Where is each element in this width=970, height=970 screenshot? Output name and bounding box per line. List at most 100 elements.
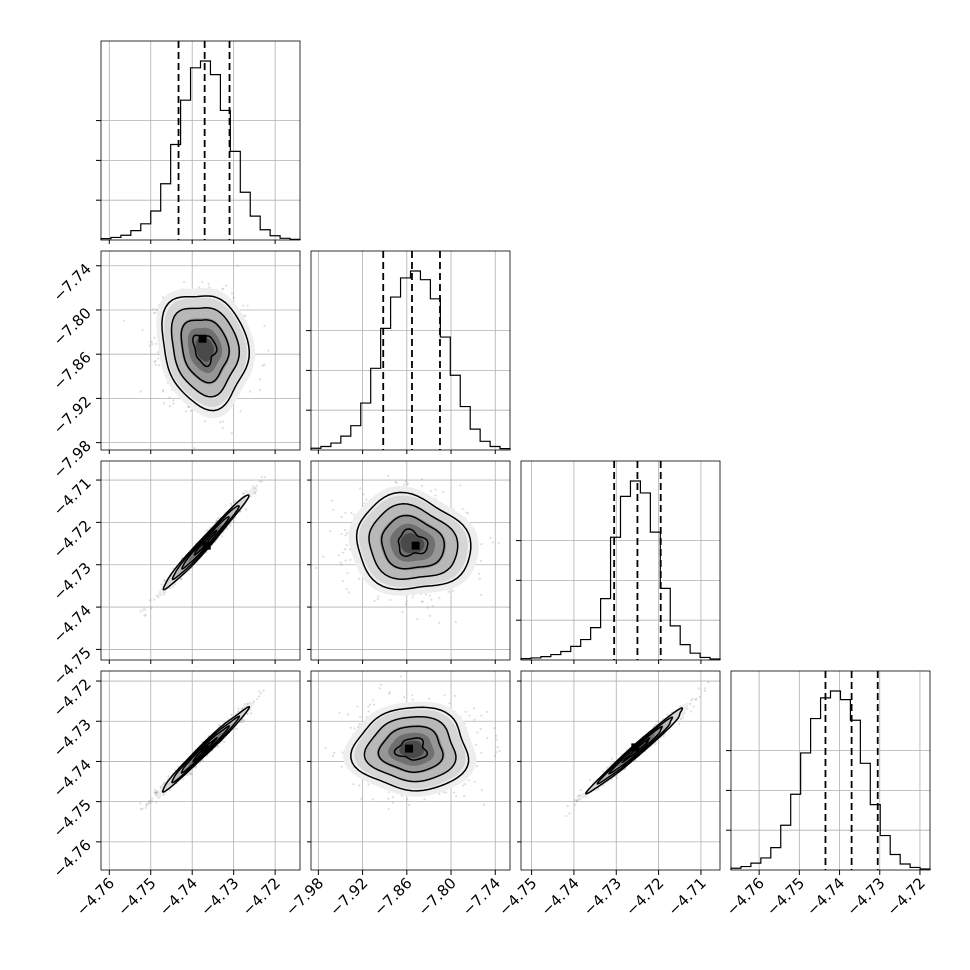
- x-tick-label: −4.76: [723, 874, 768, 919]
- x-tick-label: −4.74: [538, 874, 583, 919]
- pair-panel-1-2: [310, 460, 511, 661]
- x-tick-label: −4.75: [763, 874, 808, 919]
- contour-lines: [585, 707, 684, 795]
- contour-level: [596, 716, 674, 785]
- contour-lines: [162, 494, 250, 591]
- contour-level: [397, 528, 429, 557]
- pair-frame: [100, 460, 301, 661]
- density-peak: [411, 541, 420, 550]
- contour-level: [171, 505, 240, 581]
- pair-panel-1-3: [310, 670, 511, 871]
- x-tick-label: −4.72: [239, 874, 284, 919]
- contour-level: [161, 705, 251, 793]
- x-tick-label: −4.74: [803, 874, 848, 919]
- y-tick-label: −7.86: [50, 348, 95, 393]
- x-axis-1: −7.98−7.92−7.86−7.80−7.74: [282, 870, 504, 919]
- contour-level: [368, 503, 459, 580]
- contour-level: [393, 737, 429, 761]
- y-tick-label: −4.76: [50, 836, 95, 881]
- contour-level: [193, 529, 218, 556]
- y-tick-label: −4.71: [50, 474, 95, 519]
- histogram-step-0: [100, 60, 301, 240]
- x-tick-label: −7.86: [370, 874, 415, 919]
- y-tick-label: −7.92: [50, 393, 95, 438]
- y-tick-label: −4.75: [50, 796, 95, 841]
- x-tick-label: −4.73: [197, 874, 242, 919]
- hist-frame: [100, 40, 301, 241]
- y-axis-3: −4.76−4.75−4.74−4.73−4.72: [50, 675, 101, 881]
- x-tick-label: −4.73: [580, 874, 625, 919]
- contour-level: [192, 736, 218, 763]
- pair-frame: [100, 250, 301, 451]
- x-tick-label: −4.75: [114, 874, 159, 919]
- x-tick-label: −4.72: [622, 874, 667, 919]
- y-axis-1: −7.98−7.92−7.86−7.80−7.74: [50, 260, 101, 482]
- y-tick-label: −4.72: [50, 516, 95, 561]
- pair-panel-0-1: [100, 250, 301, 451]
- histogram-step-3: [730, 690, 931, 870]
- histogram-step-2: [520, 480, 721, 660]
- x-tick-label: −4.74: [156, 874, 201, 919]
- x-tick-label: −7.74: [459, 874, 504, 919]
- hist-panel-3: [726, 670, 931, 871]
- pair-frame: [520, 670, 721, 871]
- y-tick-label: −4.73: [50, 715, 95, 760]
- pair-panel-0-3: [100, 670, 301, 871]
- x-axis-3: −4.76−4.75−4.74−4.73−4.72: [723, 870, 929, 919]
- hist-panel-1: [306, 250, 511, 451]
- contour-level: [161, 295, 251, 412]
- hist-frame: [310, 250, 511, 451]
- x-tick-label: −4.71: [665, 874, 710, 919]
- hist-panel-2: [516, 460, 721, 661]
- pair-panel-2-3: [520, 670, 721, 871]
- x-tick-label: −7.80: [415, 874, 460, 919]
- pair-panel-0-2: [100, 460, 301, 661]
- contour-level: [355, 491, 472, 591]
- y-tick-label: −4.73: [50, 559, 95, 604]
- x-tick-label: −7.98: [282, 874, 327, 919]
- y-axis-2: −4.75−4.74−4.73−4.72−4.71: [50, 474, 101, 689]
- contour-level: [180, 725, 231, 774]
- x-tick-label: −4.73: [843, 874, 888, 919]
- contour-level: [380, 514, 446, 570]
- hist-frame: [730, 670, 931, 871]
- density-peak: [631, 743, 640, 752]
- contour-level: [585, 707, 684, 795]
- hist-panel-0: [96, 40, 301, 241]
- contour-level: [171, 715, 241, 784]
- contour-level: [180, 319, 230, 384]
- contour-level: [162, 494, 250, 591]
- density-peak: [198, 334, 207, 343]
- pair-frame: [310, 670, 511, 871]
- contour-level: [621, 737, 651, 763]
- contour-lines: [161, 295, 251, 412]
- contour-level: [170, 307, 241, 398]
- contour-level: [350, 706, 470, 792]
- x-axis-0: −4.76−4.75−4.74−4.73−4.72: [73, 870, 284, 919]
- x-tick-label: −4.76: [73, 874, 118, 919]
- contour-level: [192, 334, 218, 368]
- hist-frame: [520, 460, 721, 661]
- contour-level: [181, 516, 230, 570]
- density-shading: [348, 486, 479, 596]
- density-shading: [156, 288, 256, 419]
- histogram-step-1: [310, 270, 511, 450]
- x-tick-label: −4.72: [884, 874, 929, 919]
- density-peak: [200, 744, 209, 753]
- y-tick-label: −4.74: [50, 601, 95, 646]
- y-tick-label: −7.80: [50, 304, 95, 349]
- density-peak: [202, 541, 211, 550]
- y-tick-label: −4.74: [50, 756, 95, 801]
- pair-frame: [100, 670, 301, 871]
- contour-level: [608, 725, 663, 775]
- density-peak: [405, 744, 414, 753]
- x-tick-label: −4.75: [495, 874, 540, 919]
- x-axis-2: −4.75−4.74−4.73−4.72−4.71: [495, 870, 710, 919]
- y-tick-label: −7.98: [50, 437, 95, 482]
- contour-lines: [161, 705, 251, 793]
- x-tick-label: −7.92: [326, 874, 371, 919]
- contour-level: [377, 725, 444, 773]
- contour-lines: [355, 491, 472, 591]
- y-tick-label: −7.74: [50, 260, 95, 305]
